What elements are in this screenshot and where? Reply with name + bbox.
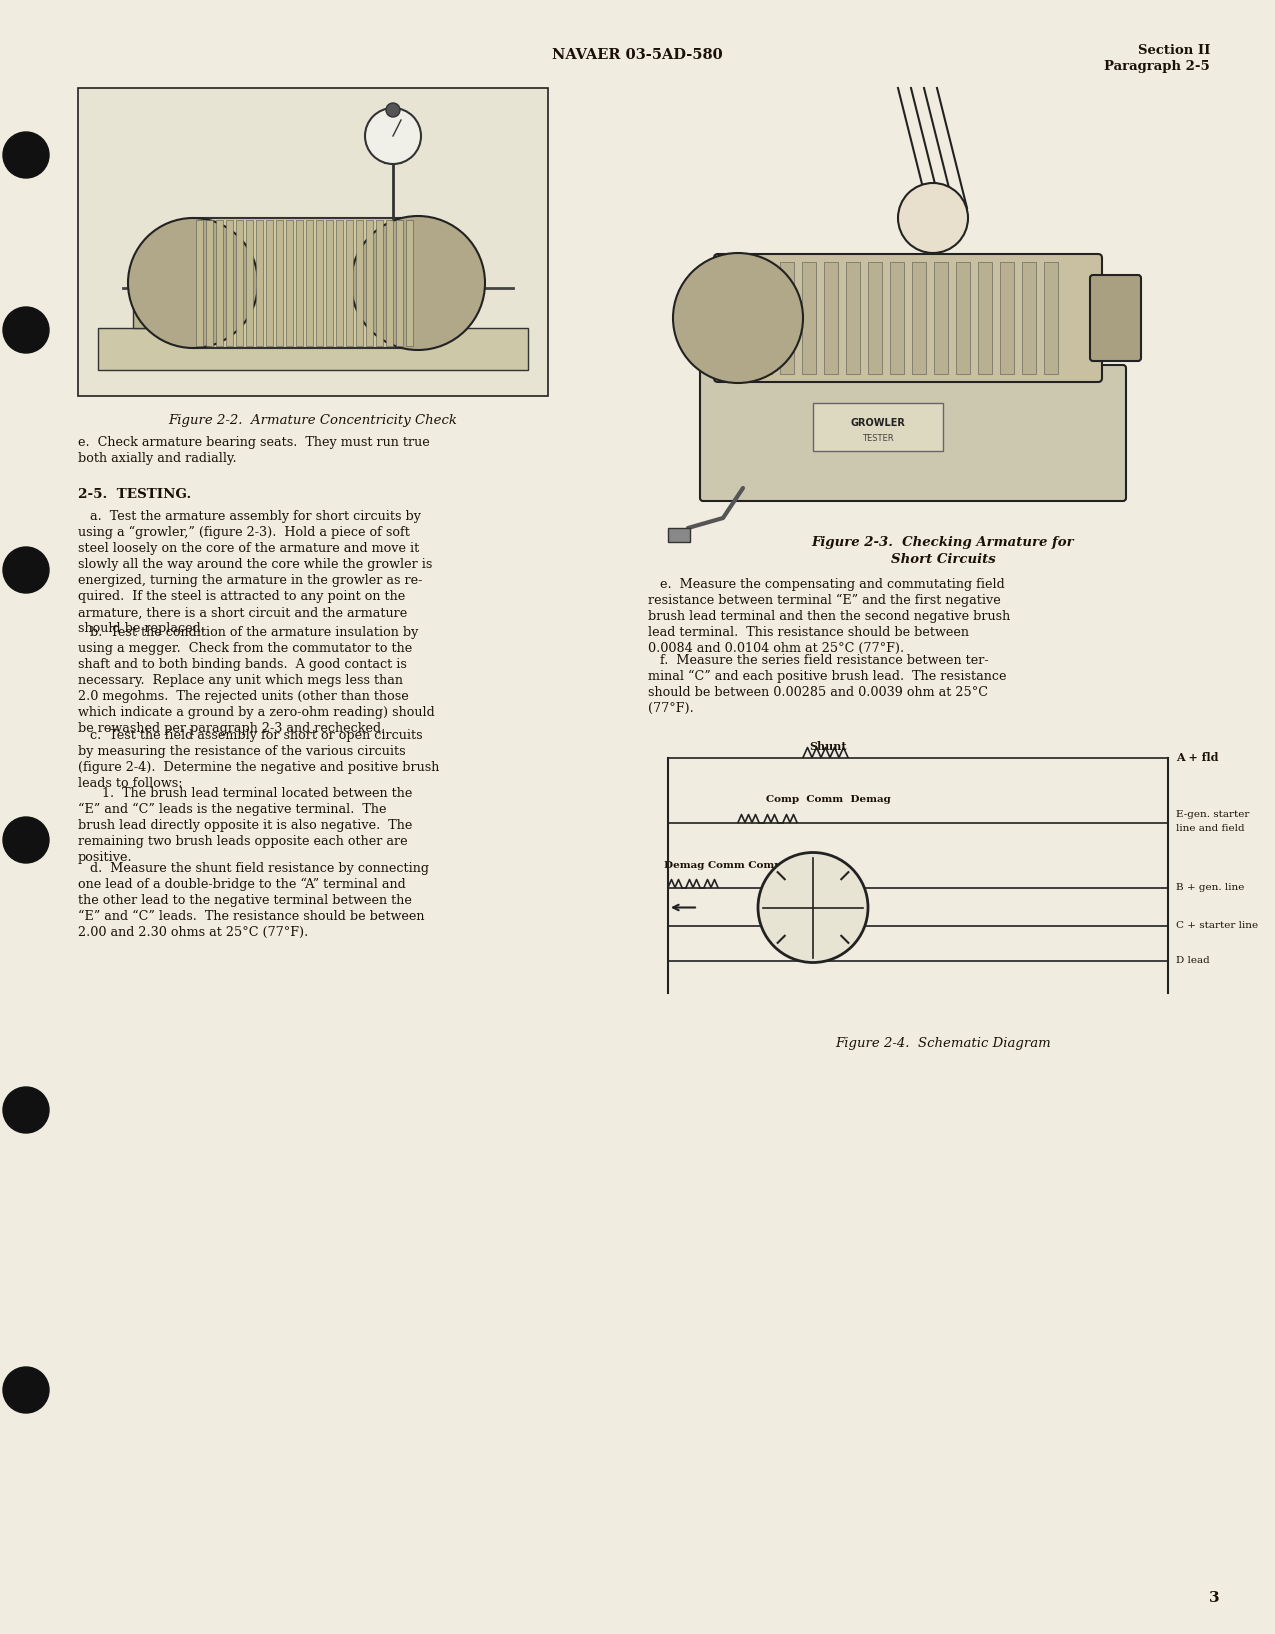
Bar (193, 217, 418, 348)
Bar (658, 732, 1228, 1023)
Bar (196, 221, 203, 346)
Bar (286, 221, 293, 346)
Bar (356, 221, 363, 346)
Text: D lead: D lead (1176, 956, 1210, 966)
Bar (405, 221, 413, 346)
Bar (296, 221, 303, 346)
Bar (1000, 261, 1014, 374)
Text: c.  Test the field assembly for short or open circuits
by measuring the resistan: c. Test the field assembly for short or … (78, 729, 440, 789)
Text: Series: Series (813, 933, 853, 943)
Bar (236, 221, 244, 346)
Circle shape (898, 183, 968, 253)
Bar (802, 261, 816, 374)
Circle shape (3, 1368, 48, 1413)
FancyBboxPatch shape (700, 364, 1126, 502)
Bar (736, 261, 750, 374)
Polygon shape (418, 263, 458, 328)
Bar (847, 261, 861, 374)
Text: B + gen. line: B + gen. line (1176, 882, 1244, 892)
Bar (306, 221, 312, 346)
Bar (266, 221, 273, 346)
Circle shape (759, 853, 868, 962)
Bar (78, 88, 548, 395)
Bar (890, 261, 904, 374)
Text: Figure 2-2.  Armature Concentricity Check: Figure 2-2. Armature Concentricity Check (168, 413, 458, 426)
Circle shape (351, 216, 484, 350)
Bar (98, 328, 528, 369)
Circle shape (673, 253, 803, 382)
Text: Short Circuits: Short Circuits (891, 552, 996, 565)
Bar (256, 221, 263, 346)
Bar (935, 261, 949, 374)
Text: line and field: line and field (1176, 824, 1244, 833)
Text: E-gen. starter: E-gen. starter (1176, 810, 1249, 819)
Text: Section II: Section II (1137, 44, 1210, 57)
Text: b.  Test the condition of the armature insulation by
using a megger.  Check from: b. Test the condition of the armature in… (78, 626, 435, 735)
Text: GROWLER: GROWLER (850, 418, 905, 428)
Text: TESTER: TESTER (862, 433, 894, 443)
Bar (366, 221, 374, 346)
Text: a.  Test the armature assembly for short circuits by
using a “growler,” (figure : a. Test the armature assembly for short … (78, 510, 432, 636)
Bar (316, 221, 323, 346)
Bar (1023, 261, 1037, 374)
Bar (226, 221, 233, 346)
Bar (824, 261, 838, 374)
Bar (215, 221, 223, 346)
Circle shape (3, 307, 48, 353)
Circle shape (3, 817, 48, 863)
Circle shape (128, 217, 258, 348)
Bar (207, 221, 213, 346)
Bar (397, 221, 403, 346)
Text: 3: 3 (1210, 1592, 1220, 1605)
Bar (912, 261, 926, 374)
Text: f.  Measure the series field resistance between ter-
minal “C” and each positive: f. Measure the series field resistance b… (648, 654, 1006, 714)
Text: d.  Measure the shunt field resistance by connecting
one lead of a double-bridge: d. Measure the shunt field resistance by… (78, 863, 428, 940)
Text: e.  Measure the compensating and commutating field
resistance between terminal “: e. Measure the compensating and commutat… (648, 578, 1010, 655)
Circle shape (3, 547, 48, 593)
Bar (978, 261, 992, 374)
Bar (813, 404, 944, 451)
Text: Figure 2-4.  Schematic Diagram: Figure 2-4. Schematic Diagram (835, 1038, 1051, 1051)
Polygon shape (133, 263, 173, 328)
Bar (668, 528, 690, 542)
Circle shape (3, 1087, 48, 1132)
Circle shape (365, 108, 421, 163)
Text: 2-5.  TESTING.: 2-5. TESTING. (78, 489, 191, 502)
Text: NAVAER 03-5AD-580: NAVAER 03-5AD-580 (552, 47, 723, 62)
Bar (1044, 261, 1058, 374)
Bar (346, 221, 353, 346)
Bar (759, 261, 771, 374)
FancyBboxPatch shape (714, 253, 1102, 382)
Bar (326, 221, 333, 346)
Text: 1.  The brush lead terminal located between the
“E” and “C” leads is the negativ: 1. The brush lead terminal located betwe… (78, 786, 412, 864)
Bar (275, 221, 283, 346)
Circle shape (386, 103, 400, 118)
Text: A + fld: A + fld (1176, 752, 1219, 763)
Bar (868, 261, 882, 374)
Circle shape (3, 132, 48, 178)
Bar (956, 261, 970, 374)
Text: Shunt: Shunt (810, 740, 847, 752)
FancyBboxPatch shape (1090, 275, 1141, 361)
Text: Figure 2-3.  Checking Armature for: Figure 2-3. Checking Armature for (812, 536, 1075, 549)
Bar (246, 221, 252, 346)
Bar (337, 221, 343, 346)
Text: Paragraph 2-5: Paragraph 2-5 (1104, 60, 1210, 74)
Bar (376, 221, 382, 346)
Bar (386, 221, 393, 346)
Text: Comp  Comm  Demag: Comp Comm Demag (765, 794, 890, 804)
Text: C + starter line: C + starter line (1176, 922, 1258, 930)
Bar (780, 261, 794, 374)
Text: Demag Comm Comp: Demag Comm Comp (664, 861, 782, 869)
Text: e.  Check armature bearing seats.  They must run true
both axially and radially.: e. Check armature bearing seats. They mu… (78, 436, 430, 466)
